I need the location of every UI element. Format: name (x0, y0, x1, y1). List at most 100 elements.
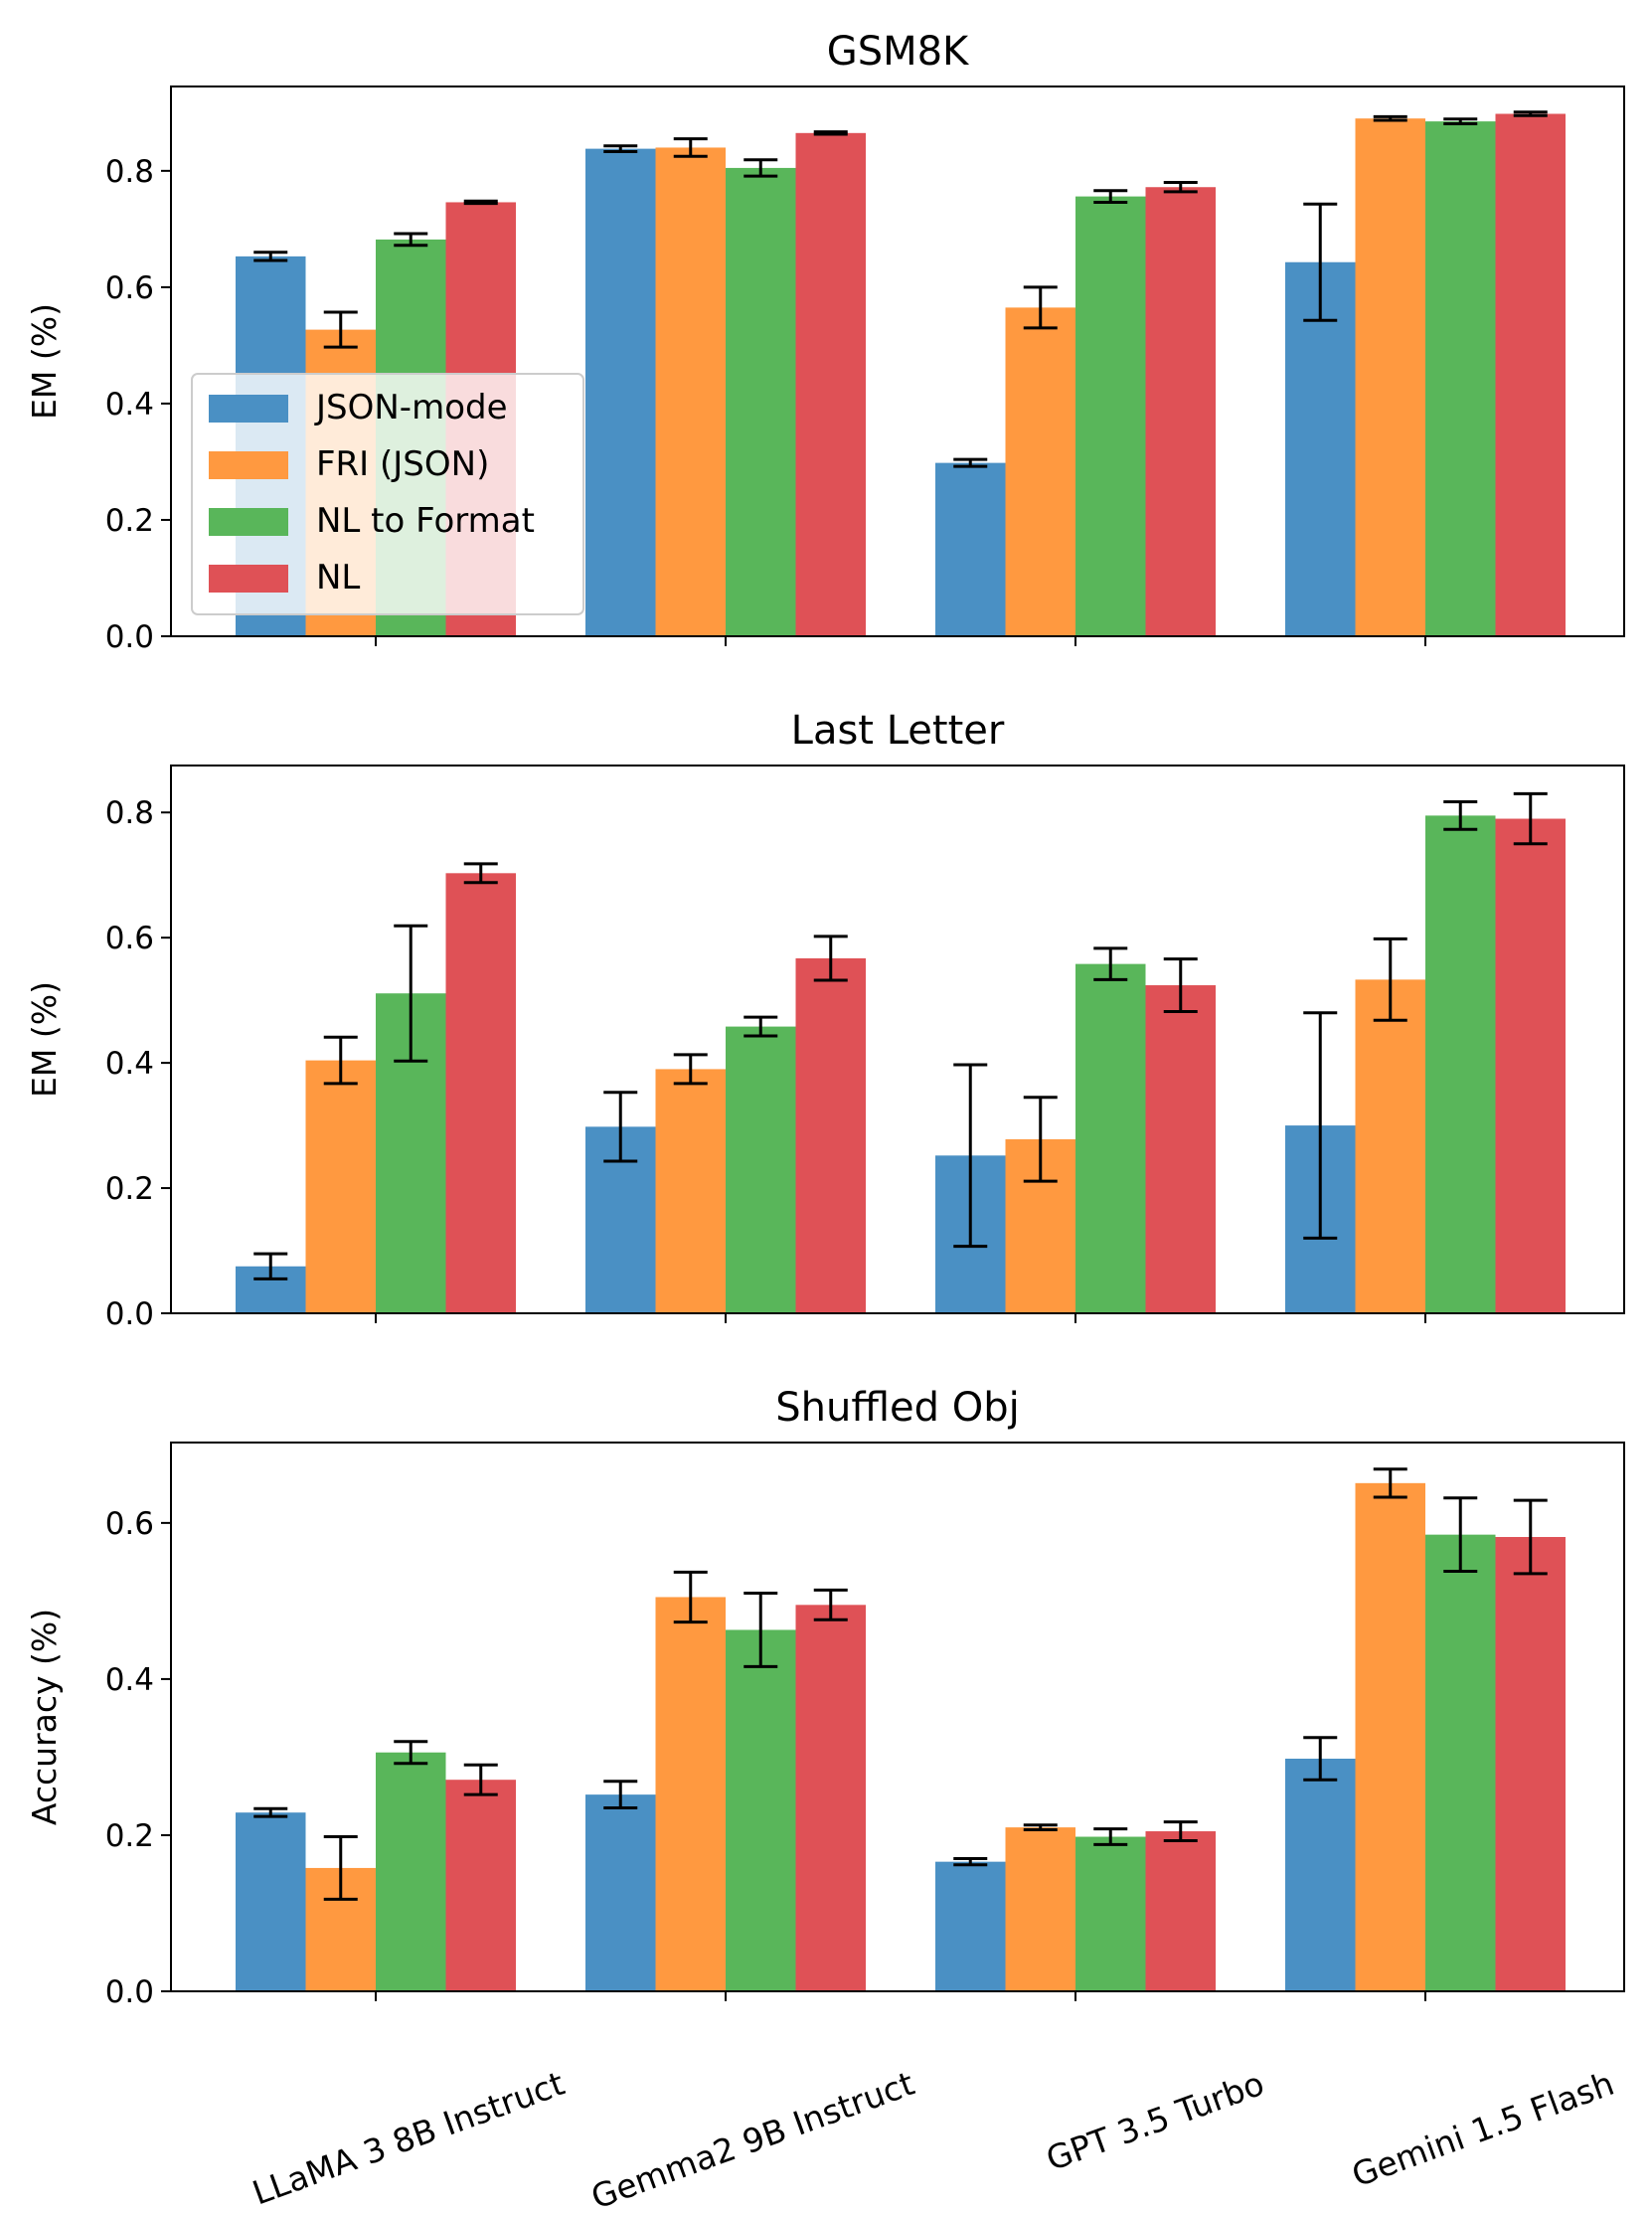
panel-gsm8k: 0.0 0.2 0.4 0.6 0.8 GSM8K EM (%) JSON-mode FRI (… (25, 29, 1625, 655)
bar-nl-gemini-1-5-flash (1495, 818, 1566, 1313)
errorbar-json-mode-gpt-3-5-turbo (953, 457, 988, 468)
errorbar-nl-gpt-3-5-turbo (1163, 181, 1198, 194)
legend-swatch-fri-json (209, 451, 288, 479)
bar-fri-json-gemma2-9b-instruct (655, 147, 726, 636)
errorbar-fri-json-gemma2-9b-instruct (673, 1053, 708, 1086)
y-tick-label: 0.2 (105, 1171, 154, 1207)
legend-label-fri-json: FRI (JSON) (316, 444, 489, 484)
bar-nl-to-format-gemma2-9b-instruct (726, 1629, 796, 1991)
legend-swatch-json-mode (209, 395, 288, 423)
y-tick-label: 0.8 (105, 795, 154, 831)
errorbar-nl-to-format-gemma2-9b-instruct (743, 1015, 778, 1038)
y-tick-label: 0.8 (105, 154, 154, 190)
errorbar-nl-to-format-gemini-1-5-flash (1443, 117, 1478, 125)
panel-title: GSM8K (827, 29, 970, 75)
x-tick-label-gemini-1-5-flash: Gemini 1.5 Flash (1347, 2064, 1619, 2194)
bar-nl-llama-3-8b-instruct (445, 1780, 516, 1991)
errorbar-nl-gemma2-9b-instruct (813, 935, 848, 982)
y-tick-label: 0.2 (105, 1818, 154, 1854)
errorbar-nl-gemma2-9b-instruct (813, 1588, 848, 1621)
bar-fri-json-gpt-3-5-turbo (1005, 307, 1075, 636)
errorbar-fri-json-llama-3-8b-instruct (323, 1035, 358, 1086)
bar-nl-to-format-llama-3-8b-instruct (376, 1752, 446, 1991)
y-tick-label: 0.4 (105, 1662, 154, 1698)
bar-nl-to-format-gemini-1-5-flash (1425, 121, 1496, 637)
errorbar-json-mode-llama-3-8b-instruct (253, 1806, 288, 1818)
bar-fri-json-gemini-1-5-flash (1355, 118, 1425, 637)
bar-nl-gemini-1-5-flash (1495, 1537, 1566, 1991)
y-tick-label: 0.0 (105, 1974, 154, 2010)
errorbar-json-mode-gemma2-9b-instruct (603, 1091, 638, 1163)
errorbar-nl-llama-3-8b-instruct (463, 1763, 498, 1796)
bar-nl-to-format-gemini-1-5-flash (1425, 1534, 1496, 1991)
errorbar-json-mode-gemini-1-5-flash (1303, 1736, 1338, 1782)
errorbar-json-mode-gemini-1-5-flash (1303, 1011, 1338, 1240)
y-tick-label: 0.6 (105, 1506, 154, 1542)
y-tick-label: 0.2 (105, 503, 154, 539)
errorbar-fri-json-gpt-3-5-turbo (1023, 1096, 1058, 1183)
bar-json-mode-gemini-1-5-flash (1285, 261, 1356, 636)
errorbar-nl-to-format-gemma2-9b-instruct (743, 158, 778, 178)
panel-title: Last Letter (791, 708, 1005, 754)
bar-nl-to-format-gpt-3-5-turbo (1075, 963, 1146, 1313)
errorbar-nl-to-format-llama-3-8b-instruct (394, 232, 428, 248)
errorbar-nl-gemini-1-5-flash (1513, 1498, 1548, 1576)
errorbar-fri-json-gpt-3-5-turbo (1023, 1823, 1058, 1831)
legend-box (191, 373, 584, 615)
errorbar-json-mode-gemini-1-5-flash (1303, 202, 1338, 322)
errorbar-fri-json-gemma2-9b-instruct (673, 1570, 708, 1624)
bar-nl-to-format-gpt-3-5-turbo (1075, 196, 1146, 636)
legend: JSON-mode FRI (JSON) NL to Format NL (191, 373, 584, 615)
panel-title: Shuffled Obj (775, 1385, 1019, 1431)
bar-fri-json-llama-3-8b-instruct (305, 1060, 376, 1313)
errorbar-fri-json-gemini-1-5-flash (1373, 114, 1407, 122)
x-tick-label-llama-3-8b-instruct: LLaMA 3 8B Instruct (248, 2064, 570, 2210)
panel-shuffled-obj: 0.0 0.2 0.4 0.6 LLaMA 3 8B Instruct Gemma2 9B… (25, 1385, 1625, 2215)
bar-nl-to-format-gemma2-9b-instruct (726, 1026, 796, 1313)
bar-nl-gemma2-9b-instruct (795, 957, 866, 1313)
y-tick-label: 0.0 (105, 1296, 154, 1332)
errorbar-nl-to-format-llama-3-8b-instruct (394, 924, 428, 1063)
y-axis-label: EM (%) (25, 303, 64, 420)
errorbar-fri-json-gemini-1-5-flash (1373, 1467, 1407, 1499)
errorbar-json-mode-gpt-3-5-turbo (953, 1857, 988, 1867)
errorbar-nl-gpt-3-5-turbo (1163, 957, 1198, 1013)
bar-nl-gemma2-9b-instruct (795, 1605, 866, 1991)
bar-nl-to-format-gpt-3-5-turbo (1075, 1836, 1146, 1991)
errorbar-nl-gpt-3-5-turbo (1163, 1820, 1198, 1842)
axes-frame (170, 85, 1625, 637)
bar-json-mode-gpt-3-5-turbo (935, 1861, 1006, 1991)
y-tick-label: 0.6 (105, 270, 154, 306)
bar-json-mode-llama-3-8b-instruct (236, 1812, 306, 1991)
y-tick-label: 0.0 (105, 619, 154, 655)
errorbar-json-mode-gemma2-9b-instruct (603, 1780, 638, 1809)
bar-json-mode-gemini-1-5-flash (1285, 1759, 1356, 1991)
panel-last-letter: 0.0 0.2 0.4 0.6 0.8 Last Letter EM (%) (25, 708, 1625, 1332)
errorbar-nl-gemini-1-5-flash (1513, 791, 1548, 846)
bar-nl-gemini-1-5-flash (1495, 113, 1566, 636)
y-axis-label: EM (%) (25, 981, 64, 1098)
y-axis-label: Accuracy (%) (25, 1609, 64, 1825)
bar-nl-gemma2-9b-instruct (795, 132, 866, 636)
bar-fri-json-gemini-1-5-flash (1355, 979, 1425, 1313)
bar-fri-json-gpt-3-5-turbo (1005, 1827, 1075, 1991)
errorbar-nl-gemma2-9b-instruct (813, 130, 848, 136)
errorbar-fri-json-llama-3-8b-instruct (323, 310, 358, 349)
errorbar-nl-to-format-gemma2-9b-instruct (743, 1592, 778, 1668)
bar-nl-gpt-3-5-turbo (1145, 1831, 1216, 1991)
y-tick-label: 0.4 (105, 387, 154, 423)
x-tick-label-gemma2-9b-instruct: Gemma2 9B Instruct (586, 2064, 919, 2210)
errorbar-json-mode-llama-3-8b-instruct (253, 1252, 288, 1280)
errorbar-json-mode-gpt-3-5-turbo (953, 1063, 988, 1249)
errorbar-nl-to-format-gpt-3-5-turbo (1093, 946, 1128, 981)
errorbar-nl-to-format-gpt-3-5-turbo (1093, 189, 1128, 204)
axes-frame (170, 765, 1625, 1314)
bar-nl-to-format-gemma2-9b-instruct (726, 167, 796, 637)
bar-nl-llama-3-8b-instruct (445, 873, 516, 1313)
errorbar-json-mode-gemma2-9b-instruct (603, 144, 638, 154)
errorbar-nl-gemini-1-5-flash (1513, 110, 1548, 117)
bar-fri-json-gemma2-9b-instruct (655, 1597, 726, 1991)
errorbar-fri-json-gemini-1-5-flash (1373, 937, 1407, 1022)
